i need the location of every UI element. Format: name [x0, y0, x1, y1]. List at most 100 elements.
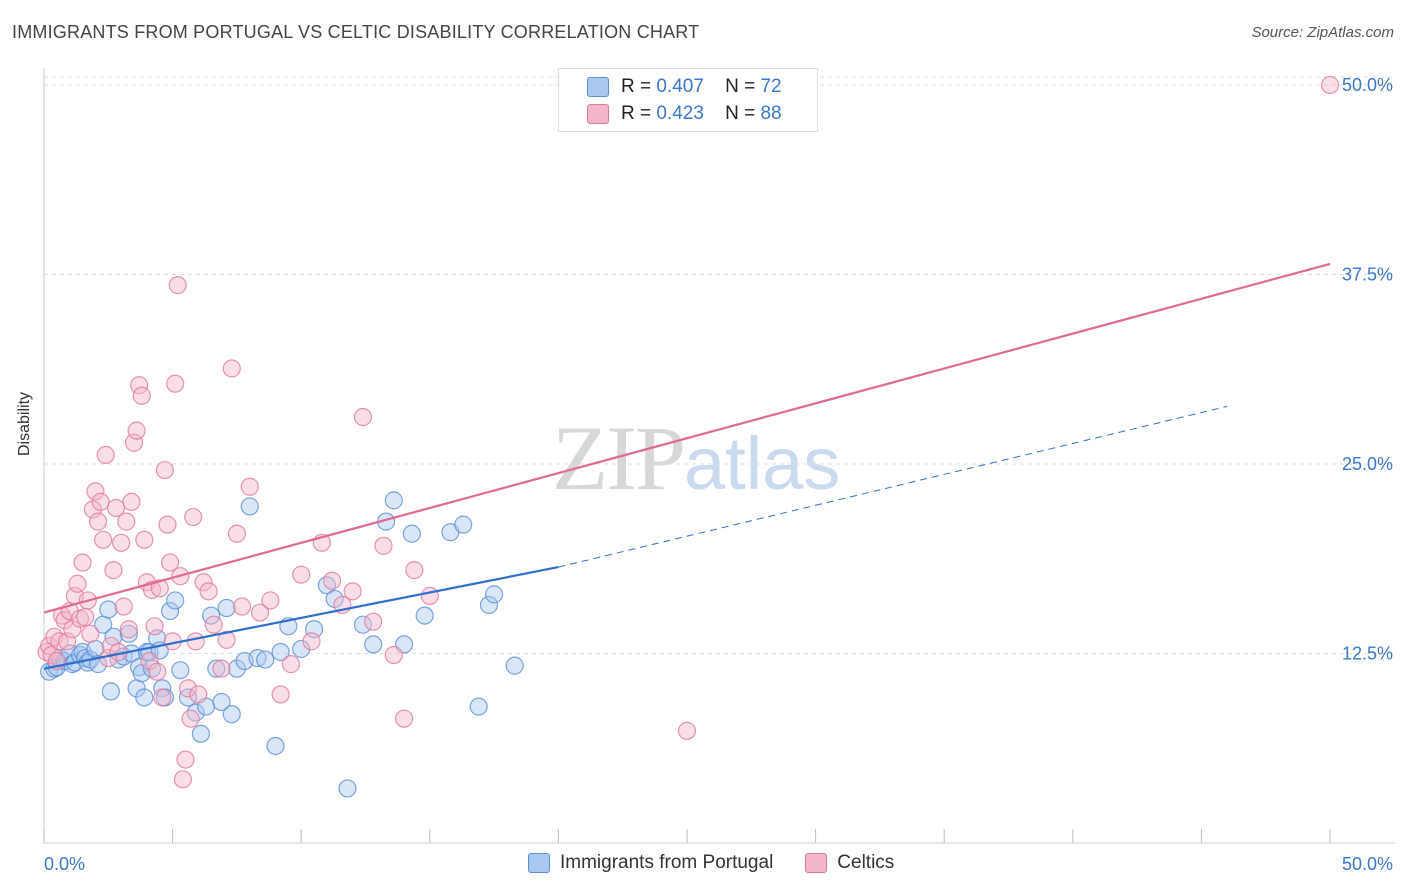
legend-r-value-celtics: 0.423 — [656, 103, 704, 124]
celtics-point — [173, 770, 192, 789]
portugal-point — [479, 595, 499, 615]
legend-row-portugal: R = 0.407 N = 72 — [587, 74, 782, 100]
celtics-point — [374, 536, 393, 555]
legend-swatch-blue — [587, 77, 609, 97]
portugal-point — [248, 648, 267, 668]
watermark-zip: ZIP — [552, 407, 686, 509]
celtics-point — [204, 615, 223, 634]
source-label: Source: ZipAtlas.com — [1251, 24, 1394, 41]
celtics-point — [150, 579, 169, 598]
portugal-point — [135, 688, 154, 707]
portugal-point — [402, 524, 421, 543]
portugal-point — [70, 645, 90, 665]
celtics-point — [232, 597, 252, 616]
series-swatch-pink — [805, 853, 828, 873]
y-axis-label: Disability — [16, 391, 33, 456]
x-tick-label: 0.0% — [44, 854, 85, 874]
portugal-point — [266, 736, 285, 756]
celtics-point — [222, 359, 241, 378]
portugal-point — [485, 585, 504, 604]
portugal-point — [166, 591, 185, 610]
portugal-point — [338, 779, 357, 798]
series-label-celtics: Celtics — [837, 852, 895, 873]
celtics-point — [189, 685, 208, 704]
portugal-point — [207, 659, 226, 678]
series-legend: Immigrants from Portugal Celtics — [528, 852, 926, 874]
celtics-point — [292, 565, 311, 584]
celtics-point — [91, 492, 110, 511]
celtics-point — [50, 632, 69, 651]
celtics-point — [155, 460, 174, 480]
celtics-point — [153, 688, 172, 707]
series-legend-celtics[interactable]: Celtics — [805, 852, 894, 874]
correlation-legend: R = 0.407 N = 72 R = 0.423 N = 88 — [558, 68, 818, 132]
celtics-point — [271, 685, 290, 704]
portugal-point — [353, 615, 373, 634]
celtics-point — [281, 655, 301, 674]
portugal-point — [454, 515, 473, 534]
celtics-point — [353, 407, 373, 427]
celtics-point — [178, 679, 198, 698]
series-swatch-blue — [528, 853, 550, 873]
celtics-point — [148, 662, 167, 681]
celtics-point — [96, 445, 115, 465]
x-tick-label: 50.0% — [1342, 854, 1393, 874]
celtics-point — [86, 482, 105, 501]
portugal-point — [119, 624, 138, 643]
celtics-point — [158, 515, 177, 534]
celtics-point — [127, 421, 146, 440]
celtics-point — [73, 553, 92, 572]
portugal-point — [101, 682, 120, 701]
legend-r-label: R = — [621, 76, 652, 97]
celtics-point — [184, 507, 203, 527]
legend-r-label: R = — [621, 103, 652, 124]
celtics-point — [145, 617, 164, 636]
celtics-point — [1320, 75, 1340, 95]
celtics-point — [112, 533, 131, 552]
celtics-point — [677, 721, 697, 740]
portugal-trend-extension — [558, 405, 1228, 568]
celtics-point — [117, 512, 136, 531]
y-tick-label: 25.0% — [1342, 454, 1393, 474]
celtics-point — [261, 591, 280, 610]
celtics-point — [186, 632, 205, 651]
celtics-point — [135, 530, 154, 549]
legend-r-value-portugal: 0.407 — [656, 76, 704, 97]
celtics-point — [384, 645, 403, 665]
chart-title: IMMIGRANTS FROM PORTUGAL VS CELTIC DISAB… — [12, 22, 700, 42]
celtics-point — [240, 477, 259, 496]
celtics-point — [76, 608, 95, 627]
series-legend-portugal[interactable]: Immigrants from Portugal — [528, 852, 773, 874]
portugal-point — [222, 705, 241, 724]
series-label-portugal: Immigrants from Portugal — [560, 852, 774, 873]
y-tick-label: 50.0% — [1342, 75, 1393, 95]
celtics-point — [302, 632, 321, 651]
portugal-point — [384, 491, 403, 510]
portugal-point — [217, 598, 236, 618]
celtics-point — [199, 582, 218, 601]
celtics-point — [55, 611, 74, 630]
celtics-point — [176, 750, 195, 769]
legend-row-celtics: R = 0.423 N = 88 — [587, 101, 782, 127]
celtics-point — [106, 498, 126, 518]
portugal-point — [99, 600, 118, 619]
celtics-point — [343, 582, 362, 601]
legend-n-value-portugal: 72 — [760, 76, 782, 97]
celtics-point — [114, 597, 133, 616]
celtics-point — [212, 659, 231, 678]
celtics-point — [68, 574, 87, 593]
portugal-point — [292, 639, 311, 659]
legend-swatch-pink — [587, 104, 609, 124]
celtics-point — [217, 630, 236, 649]
portugal-point — [171, 661, 190, 680]
y-tick-label: 12.5% — [1342, 644, 1393, 664]
celtics-point — [94, 530, 113, 549]
portugal-point — [271, 642, 290, 662]
portugal-point — [364, 635, 383, 654]
legend-n-label: N = — [725, 103, 756, 124]
portugal-trend-line — [43, 566, 559, 670]
celtics-point — [181, 709, 200, 728]
portugal-point — [415, 606, 434, 625]
celtics-point — [160, 553, 180, 572]
